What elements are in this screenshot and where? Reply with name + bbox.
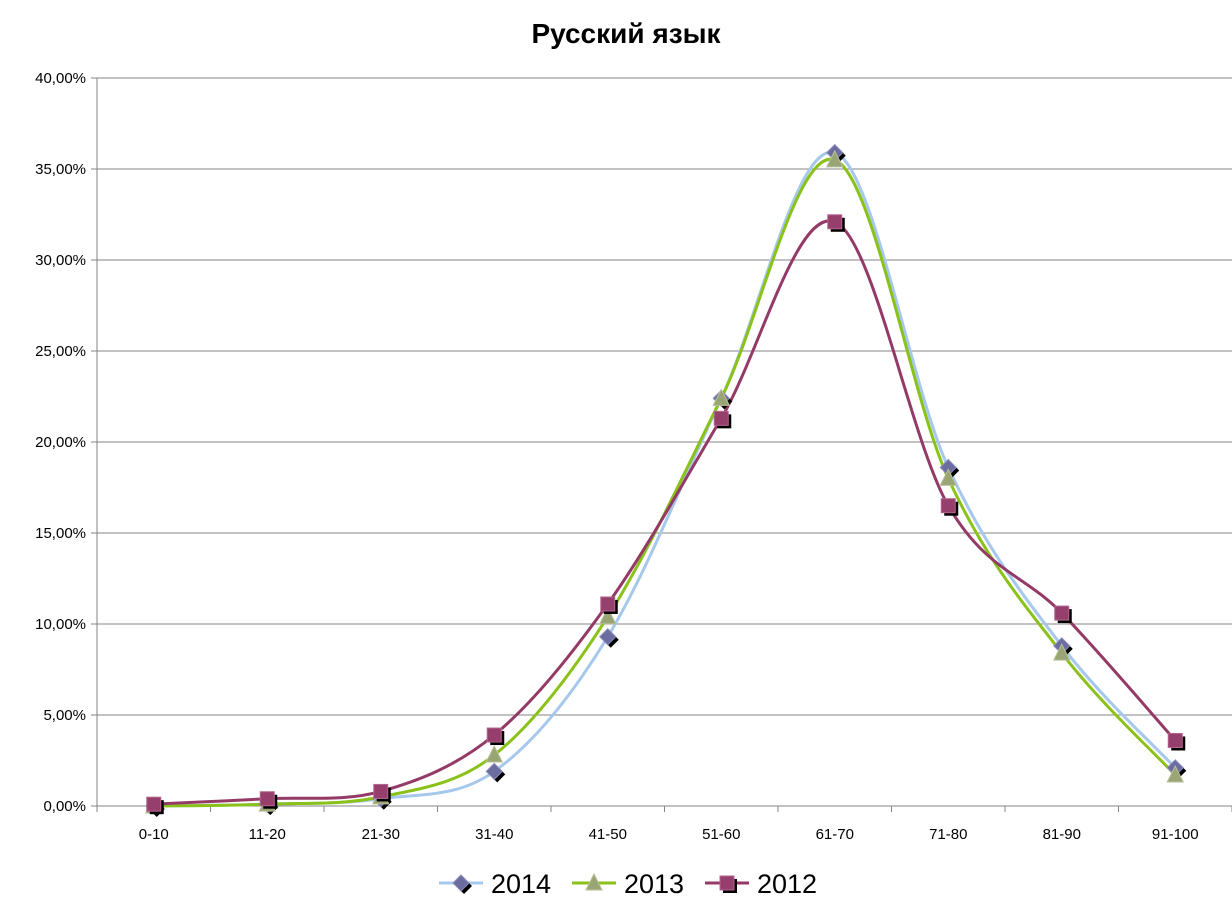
series-markers-2014 <box>145 143 1187 817</box>
y-tick-label: 10,00% <box>35 616 86 633</box>
legend-marker-2012 <box>719 875 737 893</box>
data-point-2012 <box>1054 605 1072 624</box>
y-tick-label: 40,00% <box>35 70 86 87</box>
x-tick-label: 61-70 <box>816 826 854 843</box>
legend-item-2012: 2012 <box>705 869 817 899</box>
series-markers-2013 <box>144 149 1185 814</box>
data-point-2012 <box>259 791 278 809</box>
x-tick-label: 0-10 <box>139 826 169 843</box>
data-point-2012 <box>827 214 845 232</box>
legend-label: 2013 <box>624 869 684 899</box>
data-point-2014 <box>599 628 619 648</box>
y-tick-label: 25,00% <box>35 343 86 360</box>
x-tick-label: 71-80 <box>929 826 967 843</box>
x-tick-label: 81-90 <box>1043 826 1081 843</box>
series-line-2013 <box>153 157 1177 808</box>
data-point-2013 <box>712 388 731 406</box>
data-point-2012 <box>940 498 959 516</box>
y-tick-label: 30,00% <box>35 252 86 269</box>
series-markers-2012 <box>146 214 1186 815</box>
x-tick-label: 31-40 <box>475 826 513 843</box>
y-tick-label: 5,00% <box>43 707 86 724</box>
data-point-2012 <box>600 596 618 614</box>
legend-marker-2013 <box>585 872 603 891</box>
x-tick-label: 21-30 <box>362 826 400 843</box>
series-line-2014 <box>153 150 1177 808</box>
data-point-2012 <box>713 410 732 429</box>
x-tick-label: 91-100 <box>1152 826 1199 843</box>
x-tick-label: 11-20 <box>249 826 286 843</box>
legend-label: 2012 <box>757 869 817 899</box>
y-tick-label: 15,00% <box>35 525 86 542</box>
legend-marker-2014 <box>452 874 472 894</box>
legend-label: 2014 <box>491 869 551 899</box>
data-point-2013 <box>1166 764 1185 783</box>
data-point-2012 <box>146 796 164 815</box>
legend: 2014 2013 2012 <box>439 869 817 899</box>
gridlines <box>97 77 1232 716</box>
data-point-2013 <box>825 149 844 168</box>
series-2014 <box>153 150 1177 808</box>
series-line-2012 <box>153 219 1177 806</box>
y-tick-label: 35,00% <box>35 161 86 178</box>
series-2012 <box>153 219 1177 806</box>
data-point-2012 <box>1167 732 1186 751</box>
series-layer <box>144 143 1187 817</box>
data-point-2013 <box>1052 643 1071 661</box>
data-point-2013 <box>485 744 504 763</box>
legend-item-2014: 2014 <box>439 869 551 899</box>
axes: 0,00% 5,00% 10,00% 15,00% 20,00% 25,00% 30,00%… <box>35 70 1232 843</box>
chart-title: Русский язык <box>531 18 721 49</box>
series-2013 <box>153 157 1177 808</box>
x-tick-label: 51-60 <box>702 826 740 843</box>
legend-item-2013: 2013 <box>572 869 684 899</box>
data-point-2013 <box>598 606 617 625</box>
data-point-2013 <box>939 468 958 486</box>
data-point-2014 <box>485 762 506 783</box>
y-tick-label: 0,00% <box>43 798 86 815</box>
data-point-2012 <box>486 727 505 746</box>
x-tick-label: 41-50 <box>589 826 627 843</box>
y-tick-label: 20,00% <box>35 434 86 451</box>
data-point-2012 <box>373 783 391 802</box>
